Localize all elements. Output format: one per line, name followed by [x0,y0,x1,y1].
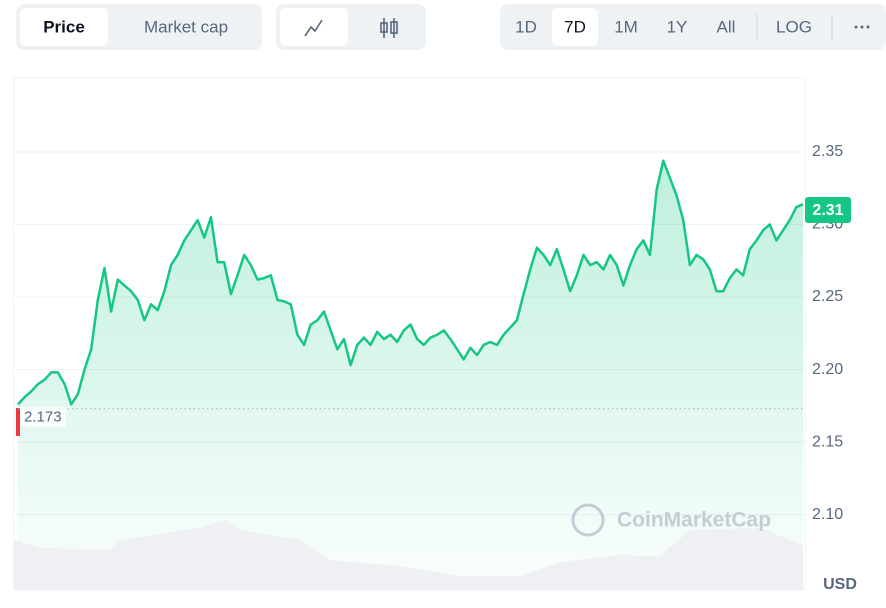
reference-bg [20,406,66,427]
log-toggle[interactable]: LOG [776,17,812,36]
y-tick-label: 2.15 [812,433,843,450]
y-tick-label: 2.35 [812,143,843,160]
volume-area [14,520,803,590]
range-7d[interactable]: 7D [564,17,586,36]
tab-price[interactable]: Price [43,17,85,36]
y-tick-label: 2.10 [812,506,843,523]
currency-label: USD [823,576,857,593]
watermark-logo [571,503,605,537]
y-tick-label: 2.25 [812,288,843,305]
reference-label: 2.173 [24,409,62,426]
watermark: CoinMarketCap [617,509,771,532]
range-all[interactable]: All [717,17,736,36]
price-area [18,160,803,590]
price-line [17,159,804,406]
range-1y[interactable]: 1Y [667,17,688,36]
y-tick-label: 2.20 [812,361,843,378]
range-1d[interactable]: 1D [515,17,537,36]
start-marker [16,408,20,436]
range-1m[interactable]: 1M [614,17,638,36]
current-price-badge [805,196,851,223]
active-tab [20,8,108,46]
more-button[interactable] [854,25,870,29]
tab-market-cap[interactable]: Market cap [144,17,228,36]
candle-icon[interactable] [380,18,398,38]
active-range [552,8,598,46]
line-button[interactable] [280,8,348,46]
line-icon [304,19,323,37]
current-price-label: 2.31 [812,202,843,219]
